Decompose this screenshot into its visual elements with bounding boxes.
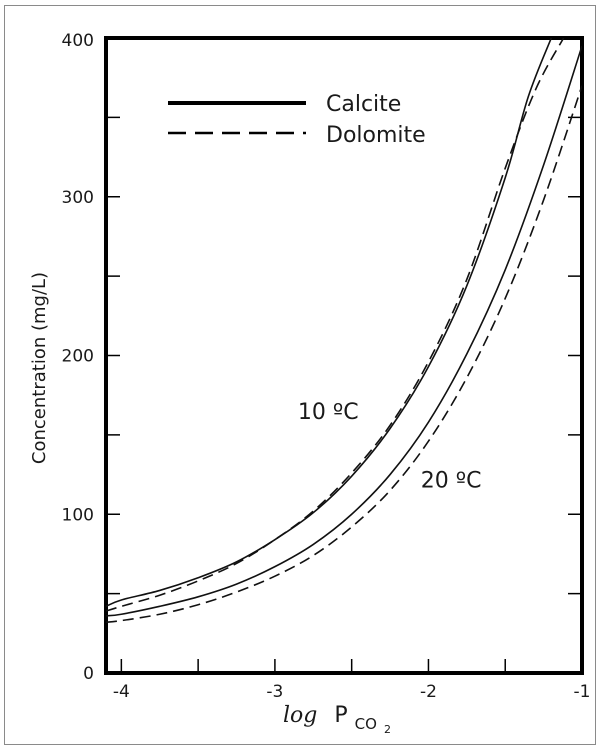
x-axis-title-sub: CO [355,715,377,733]
y-tick-label: 100 [62,505,94,525]
x-tick-label: -4 [113,682,130,702]
annotation-10c: 10 ºC [298,400,359,425]
series-calcite-10c [106,38,553,608]
y-tick-label: 200 [62,347,94,367]
legend: Calcite Dolomite [168,92,426,148]
y-tick-label: 300 [62,188,94,208]
series-dolomite-20c [106,85,582,623]
legend-label-dolomite: Dolomite [326,123,426,148]
x-axis-title-var: P [334,703,347,728]
series-calcite-20c [106,45,582,617]
x-tick-label: -3 [266,682,283,702]
y-axis-title: Concentration (mg/L) [29,272,50,464]
x-tick-label: -2 [420,682,437,702]
annotation-20c: 20 ºC [421,468,482,493]
x-axis-title-prefix: log [283,703,317,728]
y-tick-label: 400 [62,31,94,51]
svg-text:log P CO 2: log P CO 2 [283,703,391,736]
series-lines [106,38,582,623]
tick-marks [106,37,583,674]
x-axis-title-subsub: 2 [384,723,391,736]
figure-frame [4,5,596,745]
plot-area [104,36,584,675]
legend-label-calcite: Calcite [326,92,401,117]
x-axis-title: log P CO 2 [283,703,391,736]
x-tick-labels: -4 -3 -2 -1 [113,682,591,702]
x-tick-label: -1 [574,682,591,702]
y-tick-label: 0 [83,664,94,684]
y-tick-labels: 0 100 200 300 400 [62,31,94,684]
series-dolomite-10c [106,38,565,612]
